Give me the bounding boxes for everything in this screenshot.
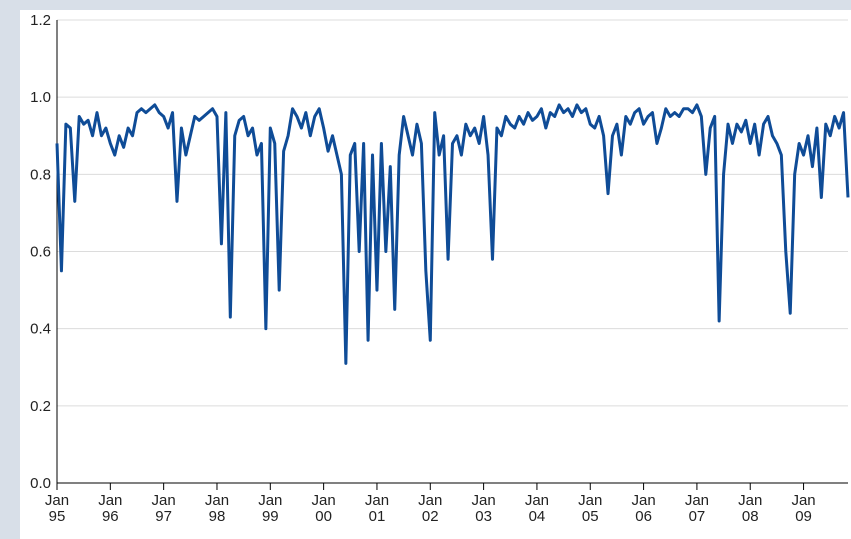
y-tick-label: 0.6 bbox=[30, 244, 51, 261]
x-tick-label: Jan 06 bbox=[631, 492, 655, 525]
y-tick-label: 0.0 bbox=[30, 475, 51, 492]
x-tick-label: Jan 98 bbox=[205, 492, 229, 525]
x-tick-label: Jan 04 bbox=[525, 492, 549, 525]
data-line bbox=[55, 103, 850, 365]
x-tick-label: Jan 02 bbox=[418, 492, 442, 525]
x-tick-label: Jan 96 bbox=[98, 492, 122, 525]
x-tick-label: Jan 07 bbox=[685, 492, 709, 525]
x-tick-label: Jan 05 bbox=[578, 492, 602, 525]
chart-background bbox=[20, 10, 851, 539]
y-tick-label: 0.8 bbox=[30, 166, 51, 183]
x-tick-label: Jan 09 bbox=[791, 492, 815, 525]
x-tick-label: Jan 01 bbox=[365, 492, 389, 525]
x-tick-label: Jan 97 bbox=[152, 492, 176, 525]
y-tick-label: 1.2 bbox=[30, 12, 51, 29]
x-tick-label: Jan 95 bbox=[45, 492, 69, 525]
x-tick-label: Jan 03 bbox=[472, 492, 496, 525]
y-tick-label: 0.2 bbox=[30, 398, 51, 415]
y-tick-label: 0.4 bbox=[30, 321, 51, 338]
y-tick-label: 1.0 bbox=[30, 89, 51, 106]
x-tick-label: Jan 00 bbox=[312, 492, 336, 525]
x-tick-label: Jan 99 bbox=[258, 492, 282, 525]
x-tick-label: Jan 08 bbox=[738, 492, 762, 525]
